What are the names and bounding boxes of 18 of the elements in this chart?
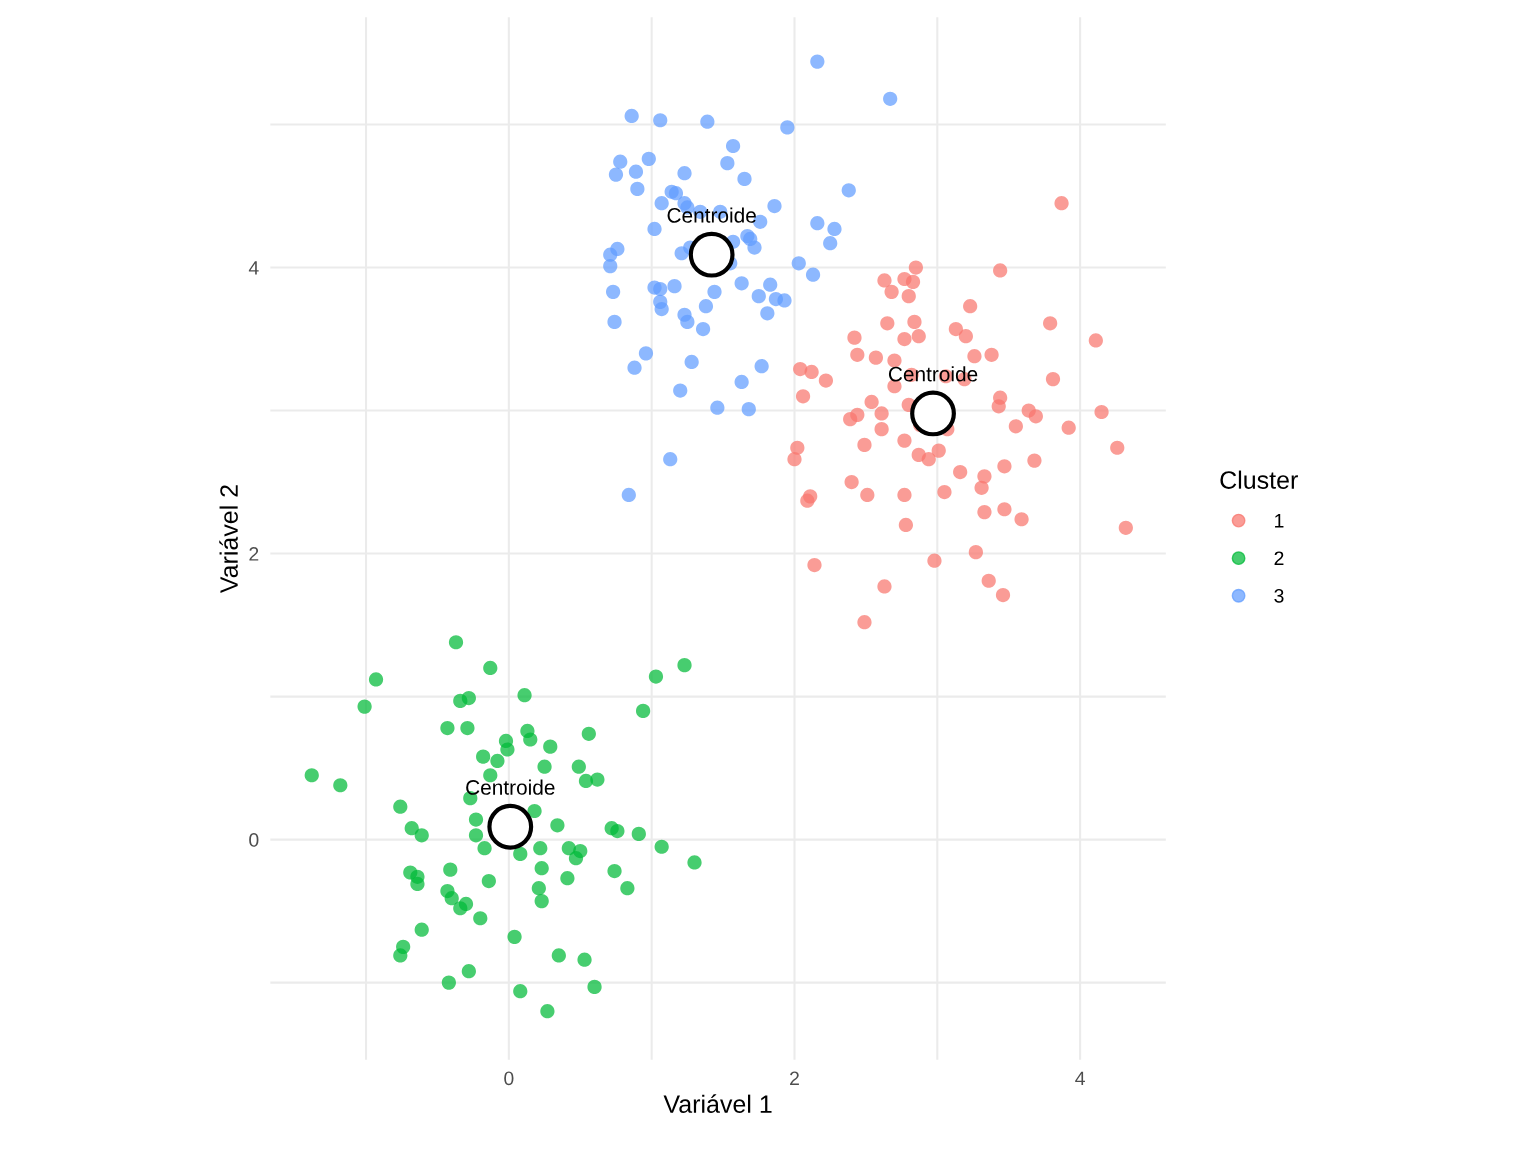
legend-label: 1 [1275, 514, 1284, 528]
annotation: Centroide [667, 207, 756, 223]
legend-label: 3 [1274, 588, 1284, 603]
point [910, 390, 956, 437]
y-axis-title: Variável 2 [219, 485, 238, 594]
legend-label: 2 [1274, 551, 1284, 565]
y-tick-label: 4 [248, 261, 259, 275]
point [688, 231, 735, 278]
annotation: Centroide [466, 779, 555, 795]
x-tick-label: 4 [1075, 1071, 1085, 1086]
x-axis-title: Variável 1 [663, 1094, 772, 1113]
y-tick-label: 2 [249, 547, 259, 561]
y-tick-label: 0 [249, 833, 259, 847]
annotation: Centroide [888, 366, 978, 382]
x-tick-label: 0 [504, 1071, 514, 1086]
point [487, 803, 534, 850]
legend-title: Cluster [1220, 470, 1298, 489]
x-tick-label: 2 [790, 1071, 799, 1086]
